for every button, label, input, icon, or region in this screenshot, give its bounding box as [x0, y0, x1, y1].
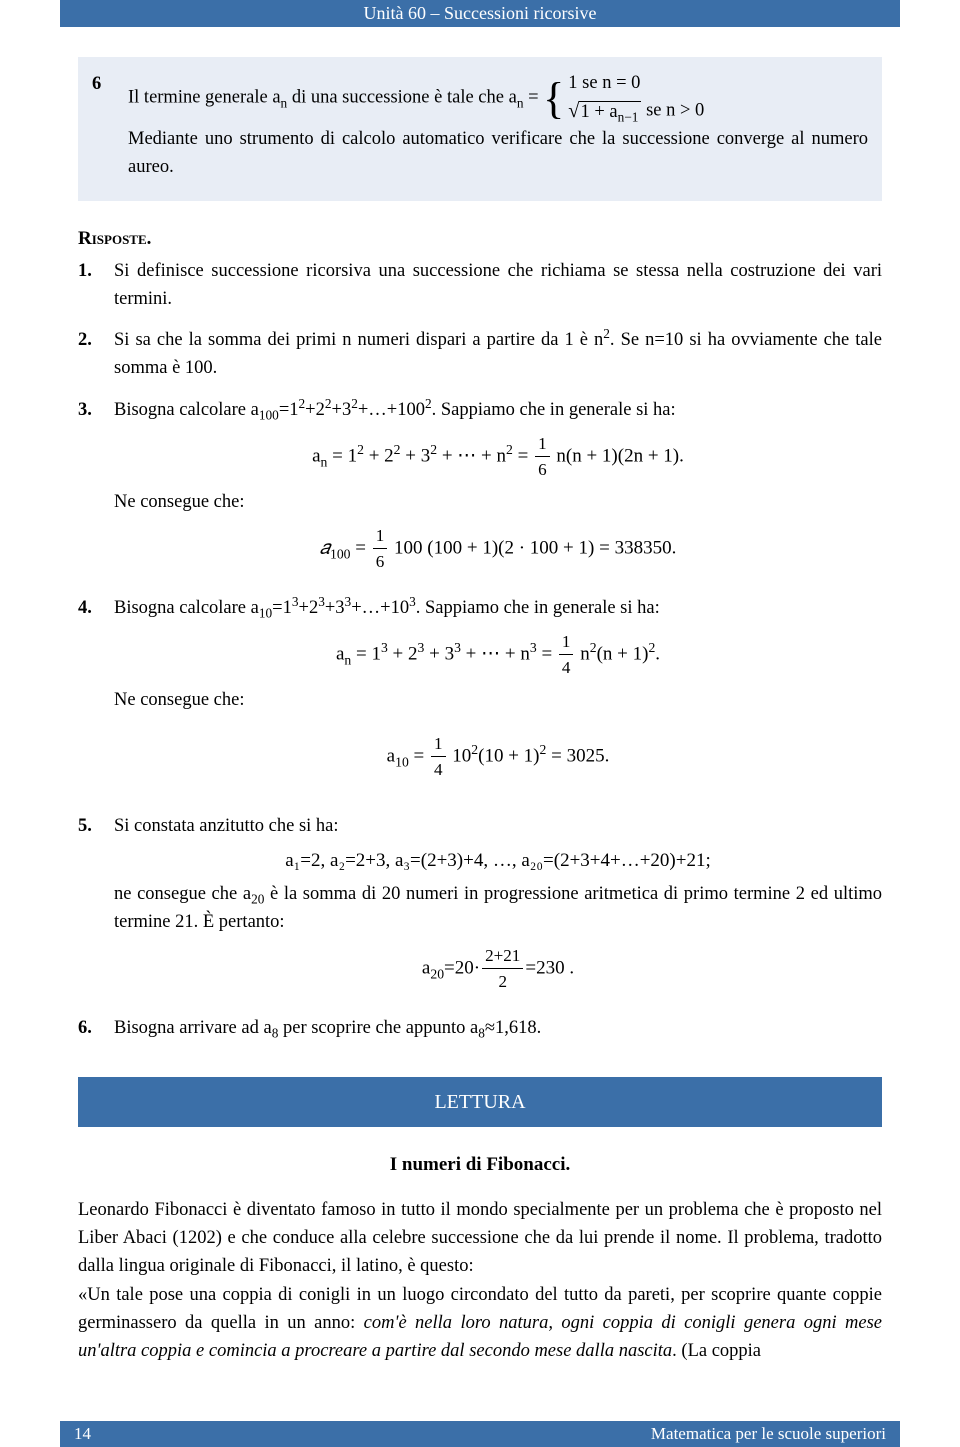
- footer-label: Matematica per le scuole superiori: [651, 1424, 886, 1444]
- reading-body: Leonardo Fibonacci è diventato famoso in…: [78, 1197, 882, 1366]
- problem-block: 6 Il termine generale an di una successi…: [78, 57, 882, 201]
- answers-list: 1. Si definisce successione ricorsiva un…: [78, 258, 882, 1043]
- answer-4: 4. Bisogna calcolare a10=13+23+33+…+103.…: [78, 595, 882, 799]
- page-number: 14: [74, 1424, 91, 1444]
- answer-6: 6. Bisogna arrivare ad a8 per scoprire c…: [78, 1015, 882, 1043]
- lettura-bar: LETTURA: [78, 1077, 882, 1127]
- cases-brace: { 1 se n = 0 √1 + an−1 se n > 0: [543, 71, 704, 126]
- reading-p1: Leonardo Fibonacci è diventato famoso in…: [78, 1197, 882, 1280]
- answer-5-formula-2: a20=20·2+212=230 .: [114, 943, 882, 995]
- answer-3: 3. Bisogna calcolare a100=12+22+32+…+100…: [78, 397, 882, 581]
- page: Unità 60 – Successioni ricorsive 6 Il te…: [0, 0, 960, 1447]
- answer-5-formula-1: a₁=2, a₂=2+3, a₃=(2+3)+4, …, a₂₀=(2+3+4+…: [114, 847, 882, 876]
- reading-p2: «Un tale pose una coppia di conigli in u…: [78, 1282, 882, 1365]
- answer-4-formula-2: a10 = 14 102(10 + 1)2 = 3025.: [114, 731, 882, 783]
- content: 6 Il termine generale an di una successi…: [0, 27, 960, 1366]
- answer-1: 1. Si definisce successione ricorsiva un…: [78, 258, 882, 314]
- problem-body: Il termine generale an di una succession…: [128, 71, 868, 181]
- risposte-heading: Risposte.: [78, 225, 882, 254]
- answer-5: 5. Si constata anzitutto che si ha: a₁=2…: [78, 813, 882, 1001]
- header-bar: Unità 60 – Successioni ricorsive: [60, 0, 900, 27]
- reading-title: I numeri di Fibonacci.: [78, 1151, 882, 1180]
- problem-6: 6 Il termine generale an di una successi…: [92, 71, 868, 181]
- footer-bar: 14 Matematica per le scuole superiori: [60, 1421, 900, 1447]
- answer-2: 2. Si sa che la somma dei primi n numeri…: [78, 327, 882, 383]
- header-title: Unità 60 – Successioni ricorsive: [364, 3, 597, 23]
- problem-number: 6: [92, 71, 128, 181]
- answer-3-formula-1: an = 12 + 22 + 32 + ⋯ + n2 = 16 n(n + 1)…: [114, 431, 882, 483]
- answer-4-formula-1: an = 13 + 23 + 33 + ⋯ + n3 = 14 n2(n + 1…: [114, 629, 882, 681]
- answer-3-formula-2: 𝑎100 = 16 100 (100 + 1)(2 · 100 + 1) = 3…: [114, 523, 882, 575]
